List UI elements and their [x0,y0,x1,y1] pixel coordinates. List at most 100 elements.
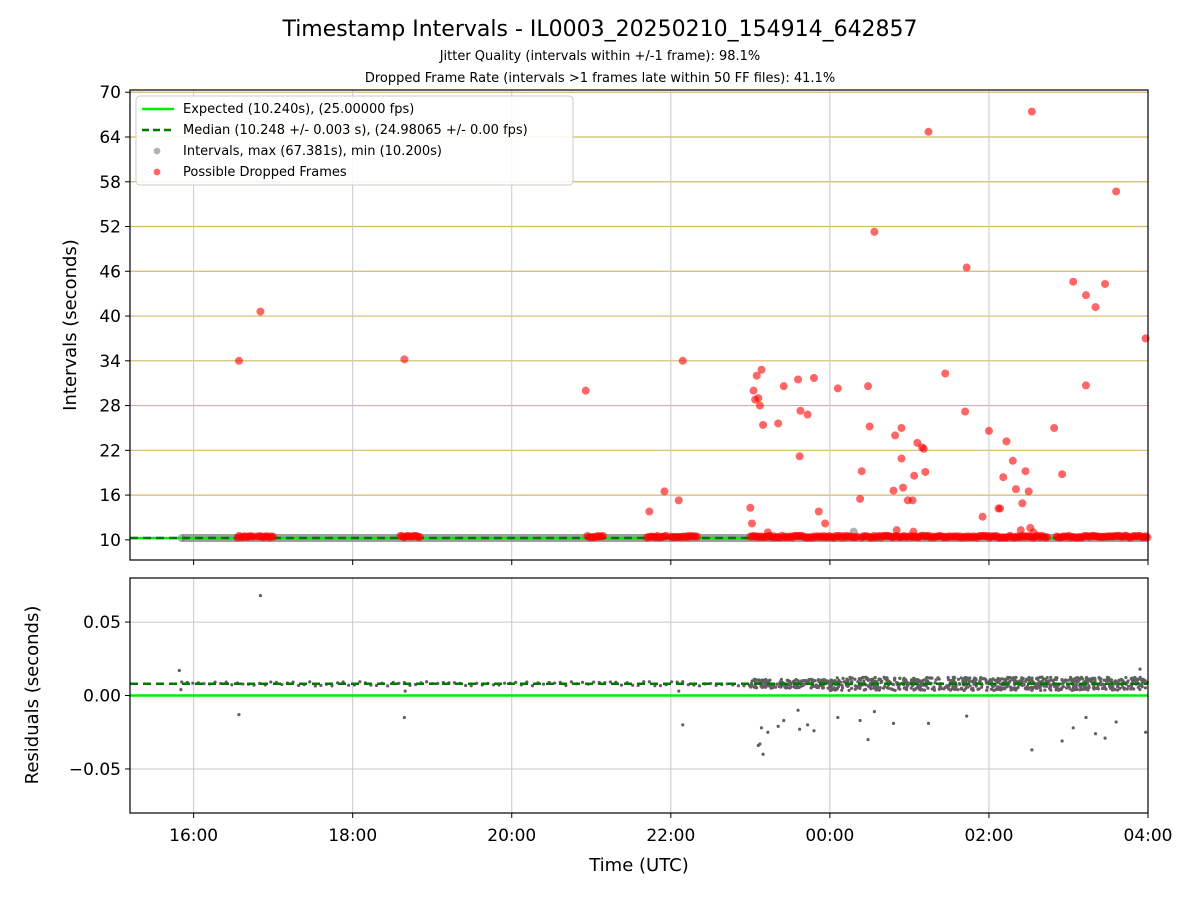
legend-dropped-marker [153,168,161,176]
dropped-frame-point [268,532,277,541]
residual-point [1075,680,1079,685]
top-y-tick-label: 34 [99,352,121,372]
residual-point [890,687,894,691]
x-tick-label: 02:00 [964,826,1013,846]
dropped-frame-point [1016,526,1025,535]
residual-point [1042,684,1046,688]
residual-point [956,677,961,681]
residual-point [927,676,932,680]
residual-point [758,742,762,746]
residual-point [953,686,958,690]
residual-point [319,683,323,687]
residual-point [1024,687,1028,691]
residual-point [977,687,981,691]
residual-point [798,727,802,731]
residual-point [619,683,624,687]
residual-point [1072,688,1076,692]
residual-point [782,718,786,723]
residual-point [755,686,759,690]
residual-point [1029,678,1034,683]
residual-point [832,679,836,683]
residual-point [1084,675,1089,680]
residual-point [853,677,857,681]
residual-point [760,678,764,682]
residual-point [681,723,685,727]
residual-point [815,685,819,690]
residual-point [1103,736,1107,740]
top-y-tick-label: 58 [99,173,121,193]
dropped-frame-point [999,473,1008,482]
residual-point [736,684,741,688]
residual-point [905,683,909,687]
residual-point [1138,675,1142,679]
residual-point [778,684,782,688]
dropped-frame-point [645,507,654,516]
residual-point [1143,678,1147,683]
residual-point [879,680,883,685]
dropped-frame-point [909,527,918,536]
dropped-frame-point [962,263,971,272]
residual-point [937,687,941,691]
residual-point [809,686,813,690]
dropped-frame-point [984,426,993,435]
residual-point [358,680,362,684]
residual-point [1043,688,1047,692]
residual-point [970,679,975,683]
dropped-frame-point [256,307,265,316]
bottom-y-tick-label: 0.00 [83,687,121,707]
residual-point [1071,726,1075,730]
residual-point [1081,677,1085,681]
residual-point [308,680,312,684]
residual-point [179,688,183,692]
residual-point [1109,679,1113,683]
x-tick-label: 22:00 [646,826,695,846]
residual-point [812,729,816,733]
residual-point [796,708,800,712]
dropped-frame-point [809,373,818,382]
residual-point [864,677,869,681]
residual-point [759,726,764,730]
x-axis-label: Time (UTC) [588,855,689,876]
top-y-tick-label: 16 [99,486,121,506]
residual-point [658,684,663,688]
dropped-frame-point [1002,437,1011,446]
residuals-panel: 0.05 0.00 −0.05 16:00 18:00 20:00 22:00 00:00 02… [69,577,1173,846]
dropped-frame-point [978,512,987,521]
intervals-panel: 10 16 22 28 34 40 46 52 58 64 70 [99,83,1152,565]
legend: Expected (10.240s), (25.00000 fps) Media… [135,95,574,186]
residual-point [932,686,936,690]
residual-point [763,681,767,685]
dropped-frame-point [1008,456,1017,465]
residual-point [1045,676,1049,680]
dropped-frame-point [1050,423,1059,432]
residual-point [829,678,833,682]
residual-point [177,668,181,673]
residual-point [1003,679,1007,683]
residual-point [757,678,761,682]
dropped-frame-point [1029,528,1038,537]
residual-point [858,718,862,723]
residual-point [202,681,206,686]
residual-point [1049,675,1053,679]
residual-point [924,677,928,681]
residual-point [942,687,946,691]
residual-point [812,679,816,683]
dropped-frame-point [889,486,898,495]
residual-point [1086,688,1090,692]
residual-point [1100,683,1104,687]
residual-point [1049,678,1053,682]
legend-dropped-label: Possible Dropped Frames [183,165,347,180]
residual-point [1093,679,1097,683]
dropped-frame-point [897,423,906,432]
residual-point [946,678,951,682]
residual-point [230,683,234,687]
residual-point [788,679,792,683]
residual-point [750,679,754,683]
residual-point [886,686,890,690]
residual-point [872,710,877,714]
residual-point [873,679,877,683]
residual-point [891,682,895,687]
residual-point [774,685,778,689]
residual-point [677,689,681,693]
